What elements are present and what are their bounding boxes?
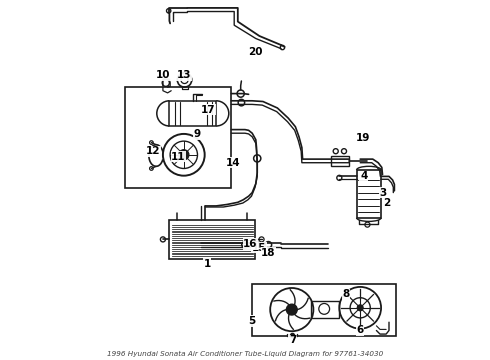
Circle shape (179, 150, 189, 160)
Text: 10: 10 (156, 70, 170, 80)
Text: 15: 15 (251, 243, 266, 253)
Text: 2: 2 (384, 198, 391, 208)
Text: 18: 18 (261, 248, 276, 258)
Text: 6: 6 (357, 325, 364, 336)
Text: 3: 3 (379, 188, 387, 198)
Text: 16: 16 (243, 239, 258, 249)
Text: 11: 11 (171, 152, 186, 162)
Text: 12: 12 (146, 146, 160, 156)
Circle shape (286, 304, 297, 315)
Text: 1: 1 (203, 258, 211, 269)
Text: 1996 Hyundai Sonata Air Conditioner Tube-Liquid Diagram for 97761-34030: 1996 Hyundai Sonata Air Conditioner Tube… (107, 351, 383, 357)
Text: 14: 14 (226, 158, 241, 168)
Text: 20: 20 (248, 47, 262, 57)
Text: 7: 7 (289, 335, 296, 345)
Text: 9: 9 (194, 129, 201, 139)
Circle shape (291, 333, 294, 338)
Text: 8: 8 (342, 289, 349, 300)
Text: 17: 17 (201, 105, 216, 115)
Text: 4: 4 (360, 171, 368, 181)
Text: 19: 19 (356, 132, 370, 143)
Text: 5: 5 (248, 316, 255, 326)
Circle shape (357, 305, 363, 311)
Text: 13: 13 (176, 70, 191, 80)
